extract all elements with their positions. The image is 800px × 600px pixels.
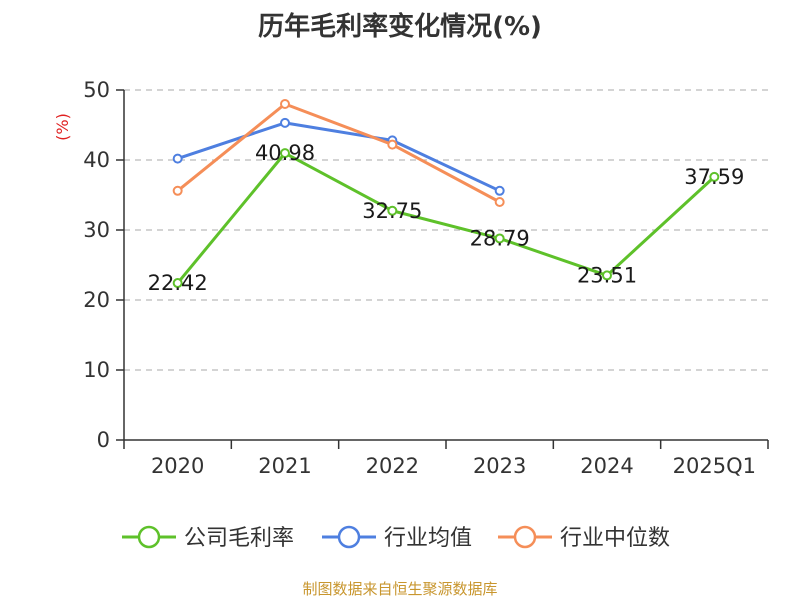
data-point [494, 197, 505, 207]
legend-marker [137, 525, 161, 549]
legend-label: 行业中位数 [560, 526, 670, 551]
data-point [387, 139, 398, 150]
data-label: 28.79 [470, 226, 530, 250]
data-point [709, 171, 720, 182]
chart-title: 历年毛利率变化情况(%) [258, 12, 542, 42]
y-tick-label: 50 [83, 78, 110, 102]
data-label: 37.59 [684, 165, 744, 189]
y-tick-label: 0 [97, 428, 110, 452]
data-label: 32.75 [362, 199, 422, 223]
data-label-layer: 22.42 40.98 32.75 28.79 23.51 37.59 [148, 141, 745, 295]
axis-layer: 0 10 20 30 40 50 2020 2021 2022 2023 2024 2025Q1 (%) [53, 78, 769, 478]
x-tick-label: 2025Q1 [673, 454, 756, 478]
x-tick-label: 2023 [473, 454, 526, 478]
source-note: 制图数据来自恒生聚源数据库 [302, 580, 498, 598]
data-point [494, 185, 505, 196]
data-point [387, 205, 398, 216]
data-point [280, 117, 290, 128]
data-point [602, 270, 612, 281]
series-line [176, 102, 501, 204]
data-label: 22.42 [148, 271, 208, 295]
y-tick-label: 20 [83, 288, 110, 312]
legend-marker [337, 525, 361, 549]
x-tick-label: 2024 [580, 454, 633, 478]
data-point [172, 278, 183, 289]
data-point [172, 153, 183, 164]
legend-marker [513, 525, 537, 549]
grid-layer [124, 89, 768, 371]
legend: 公司毛利率 行业均值 行业中位数 [122, 525, 670, 551]
series-line [177, 121, 501, 193]
series-layer [172, 99, 720, 289]
y-axis-label: (%) [53, 113, 72, 141]
data-point [494, 233, 505, 244]
series-line [176, 151, 716, 285]
legend-label: 公司毛利率 [184, 526, 294, 551]
y-tick-label: 30 [83, 218, 110, 242]
legend-label: 行业均值 [384, 526, 472, 551]
data-point [280, 99, 290, 109]
x-tick-label: 2021 [258, 454, 311, 478]
data-point [172, 185, 183, 196]
x-tick-label: 2022 [366, 454, 419, 478]
data-point [280, 148, 290, 159]
y-tick-label: 10 [83, 358, 110, 382]
x-tick-label: 2020 [151, 454, 204, 478]
y-tick-label: 40 [83, 148, 110, 172]
data-label: 40.98 [255, 141, 315, 165]
data-label: 23.51 [577, 263, 637, 287]
